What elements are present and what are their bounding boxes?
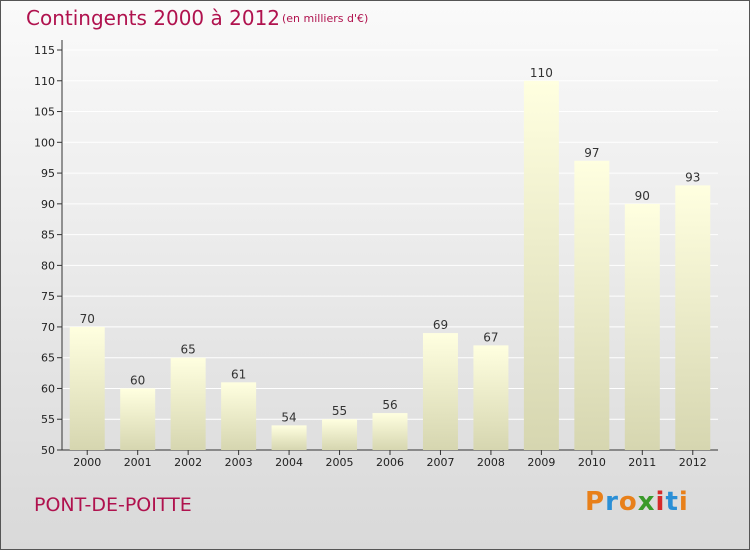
axis-layer: 50 55 60 65 70 75 80 85 90 95 100 105 110 115 2000 2001… <box>34 40 718 469</box>
y-tick-label: 50 <box>41 444 55 457</box>
bar-2004 <box>271 425 307 450</box>
value-label-2004: 54 <box>281 410 296 424</box>
value-label-2009: 110 <box>530 66 553 80</box>
y-tick-label: 95 <box>41 167 55 180</box>
x-tick-label-2007: 2007 <box>426 456 454 469</box>
value-label-2008: 67 <box>483 330 498 344</box>
value-label-2002: 65 <box>181 343 196 357</box>
x-tick-label-2002: 2002 <box>174 456 202 469</box>
x-tick-label-2011: 2011 <box>628 456 656 469</box>
logo-letter: o <box>618 487 638 517</box>
logo-letter: r <box>605 487 619 517</box>
value-label-2003: 61 <box>231 367 246 381</box>
value-label-2010: 97 <box>584 146 599 160</box>
x-tick-label-2004: 2004 <box>275 456 303 469</box>
y-tick-label: 105 <box>34 106 55 119</box>
x-tick-label-2000: 2000 <box>73 456 101 469</box>
bar-2005 <box>322 419 358 450</box>
value-label-2005: 55 <box>332 404 347 418</box>
y-tick-label: 75 <box>41 290 55 303</box>
y-tick-label: 115 <box>34 44 55 57</box>
bar-2010 <box>574 160 610 450</box>
bar-2002 <box>170 357 206 450</box>
bar-2006 <box>372 413 408 450</box>
x-tick-label-2001: 2001 <box>124 456 152 469</box>
logo-letter: t <box>665 487 679 517</box>
y-tick-label: 90 <box>41 198 55 211</box>
y-tick-label: 80 <box>41 259 55 272</box>
y-tick-label: 55 <box>41 413 55 426</box>
y-tick-label: 60 <box>41 382 55 395</box>
y-tick-label: 100 <box>34 136 55 149</box>
value-label-2007: 69 <box>433 318 448 332</box>
x-tick-label-2006: 2006 <box>376 456 404 469</box>
bar-2000 <box>69 326 105 450</box>
logo-letter: i <box>655 487 666 517</box>
bar-layer <box>69 80 711 451</box>
chart-subtitle: (en milliers d'€) <box>282 12 369 25</box>
y-tick-label: 110 <box>34 75 55 88</box>
bar-2001 <box>120 388 156 450</box>
chart-title: Contingents 2000 à 2012 <box>26 6 281 30</box>
value-label-2001: 60 <box>130 373 145 387</box>
y-tick-label: 65 <box>41 352 55 365</box>
bar-2011 <box>624 203 660 450</box>
bar-2012 <box>675 185 711 450</box>
x-tick-label-2009: 2009 <box>527 456 555 469</box>
value-label-2011: 90 <box>635 189 650 203</box>
x-tick-label-2012: 2012 <box>679 456 707 469</box>
grid-layer <box>62 49 718 451</box>
x-tick-label-2010: 2010 <box>578 456 606 469</box>
bar-2003 <box>221 382 257 450</box>
x-tick-label-2005: 2005 <box>326 456 354 469</box>
logo-letter: x <box>637 487 656 517</box>
y-tick-label: 85 <box>41 229 55 242</box>
bar-2008 <box>473 345 509 450</box>
logo-letter: i <box>678 487 689 517</box>
value-label-2006: 56 <box>382 398 397 412</box>
value-label-2000: 70 <box>80 312 95 326</box>
logo-letter: P <box>585 487 606 517</box>
value-label-2012: 93 <box>685 170 700 184</box>
bar-2007 <box>422 333 458 450</box>
label-layer: 70 60 65 61 54 55 56 69 67 110 97 90 93 <box>80 66 701 425</box>
commune-name: PONT-DE-POITTE <box>34 494 192 516</box>
proxiti-logo[interactable]: Proxiti <box>585 487 689 517</box>
x-tick-label-2003: 2003 <box>225 456 253 469</box>
y-tick-label: 70 <box>41 321 55 334</box>
x-tick-label-2008: 2008 <box>477 456 505 469</box>
bar-2009 <box>523 80 559 451</box>
